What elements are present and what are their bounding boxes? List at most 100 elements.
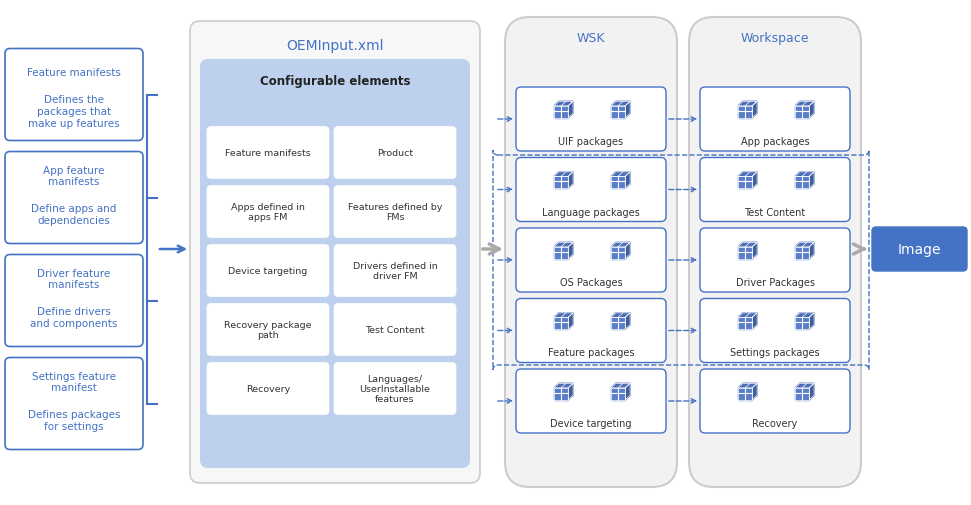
Polygon shape xyxy=(611,318,625,330)
FancyBboxPatch shape xyxy=(700,88,850,152)
Polygon shape xyxy=(738,173,757,177)
Polygon shape xyxy=(738,318,753,330)
Polygon shape xyxy=(568,243,573,259)
Polygon shape xyxy=(625,243,630,259)
Polygon shape xyxy=(795,173,814,177)
FancyBboxPatch shape xyxy=(334,304,456,356)
Text: Feature packages: Feature packages xyxy=(548,348,634,358)
FancyBboxPatch shape xyxy=(516,88,666,152)
FancyBboxPatch shape xyxy=(207,186,329,238)
Polygon shape xyxy=(625,313,630,330)
FancyBboxPatch shape xyxy=(689,18,861,487)
FancyBboxPatch shape xyxy=(334,245,456,297)
Polygon shape xyxy=(553,313,573,318)
Polygon shape xyxy=(795,177,809,189)
Polygon shape xyxy=(553,384,573,388)
Text: Product: Product xyxy=(377,148,413,158)
FancyBboxPatch shape xyxy=(872,228,967,272)
Polygon shape xyxy=(738,107,753,119)
Text: Apps defined in
apps FM: Apps defined in apps FM xyxy=(231,203,305,222)
Text: Recovery: Recovery xyxy=(246,384,290,393)
Polygon shape xyxy=(738,247,753,259)
Polygon shape xyxy=(611,313,630,318)
Text: Test Content: Test Content xyxy=(745,207,806,217)
Text: Workspace: Workspace xyxy=(741,31,809,44)
Polygon shape xyxy=(611,388,625,400)
Text: Configurable elements: Configurable elements xyxy=(260,74,411,87)
Polygon shape xyxy=(568,313,573,330)
Polygon shape xyxy=(738,313,757,318)
Polygon shape xyxy=(553,388,568,400)
Text: Recovery package
path: Recovery package path xyxy=(224,320,312,339)
Polygon shape xyxy=(553,173,573,177)
Polygon shape xyxy=(553,107,568,119)
Polygon shape xyxy=(795,388,809,400)
Polygon shape xyxy=(611,243,630,247)
Polygon shape xyxy=(809,243,814,259)
Text: Driver Packages: Driver Packages xyxy=(735,277,815,287)
Polygon shape xyxy=(753,102,757,119)
FancyBboxPatch shape xyxy=(5,152,143,244)
FancyBboxPatch shape xyxy=(516,369,666,433)
Polygon shape xyxy=(753,173,757,189)
Text: App packages: App packages xyxy=(741,137,809,147)
Polygon shape xyxy=(795,247,809,259)
Polygon shape xyxy=(753,243,757,259)
Polygon shape xyxy=(738,243,757,247)
Text: Features defined by
FMs: Features defined by FMs xyxy=(348,203,442,222)
Polygon shape xyxy=(795,318,809,330)
Polygon shape xyxy=(738,388,753,400)
FancyBboxPatch shape xyxy=(700,158,850,222)
Polygon shape xyxy=(795,107,809,119)
Polygon shape xyxy=(753,313,757,330)
Polygon shape xyxy=(553,318,568,330)
Polygon shape xyxy=(738,102,757,107)
Polygon shape xyxy=(809,173,814,189)
Polygon shape xyxy=(625,384,630,400)
Text: Image: Image xyxy=(898,242,941,257)
FancyBboxPatch shape xyxy=(334,127,456,179)
Text: Define apps and
dependencies: Define apps and dependencies xyxy=(31,204,117,225)
Text: Test Content: Test Content xyxy=(365,325,424,334)
FancyBboxPatch shape xyxy=(5,255,143,347)
FancyBboxPatch shape xyxy=(334,363,456,415)
FancyBboxPatch shape xyxy=(207,363,329,415)
Polygon shape xyxy=(611,384,630,388)
Text: Languages/
UserInstallable
features: Languages/ UserInstallable features xyxy=(359,374,430,403)
Polygon shape xyxy=(553,243,573,247)
Polygon shape xyxy=(809,102,814,119)
Polygon shape xyxy=(795,384,814,388)
Text: Language packages: Language packages xyxy=(542,207,640,217)
Polygon shape xyxy=(611,247,625,259)
Polygon shape xyxy=(611,102,630,107)
Text: Device targeting: Device targeting xyxy=(228,267,308,275)
FancyBboxPatch shape xyxy=(505,18,677,487)
FancyBboxPatch shape xyxy=(700,229,850,292)
Polygon shape xyxy=(738,384,757,388)
Text: Device targeting: Device targeting xyxy=(551,418,632,428)
Polygon shape xyxy=(568,173,573,189)
FancyBboxPatch shape xyxy=(207,245,329,297)
Polygon shape xyxy=(611,173,630,177)
Polygon shape xyxy=(611,107,625,119)
Text: OEMInput.xml: OEMInput.xml xyxy=(286,39,384,53)
Polygon shape xyxy=(753,384,757,400)
Text: Defines the
packages that
make up features: Defines the packages that make up featur… xyxy=(28,95,119,128)
Polygon shape xyxy=(553,247,568,259)
Polygon shape xyxy=(568,102,573,119)
Text: Drivers defined in
driver FM: Drivers defined in driver FM xyxy=(352,261,437,281)
FancyBboxPatch shape xyxy=(200,60,470,468)
Text: Defines packages
for settings: Defines packages for settings xyxy=(28,410,120,431)
Text: Define drivers
and components: Define drivers and components xyxy=(30,307,117,328)
Polygon shape xyxy=(795,313,814,318)
Text: Settings packages: Settings packages xyxy=(730,348,820,358)
FancyBboxPatch shape xyxy=(700,369,850,433)
Text: OS Packages: OS Packages xyxy=(559,277,622,287)
Text: Driver feature
manifests: Driver feature manifests xyxy=(37,268,111,290)
Polygon shape xyxy=(809,313,814,330)
Polygon shape xyxy=(553,177,568,189)
FancyBboxPatch shape xyxy=(207,304,329,356)
FancyBboxPatch shape xyxy=(5,358,143,449)
FancyBboxPatch shape xyxy=(516,299,666,363)
Text: Feature manifests: Feature manifests xyxy=(27,68,121,78)
